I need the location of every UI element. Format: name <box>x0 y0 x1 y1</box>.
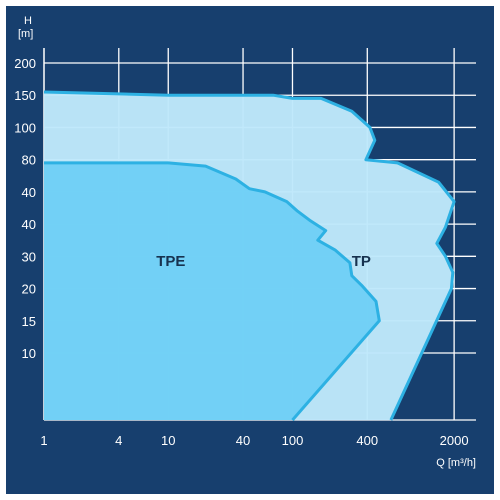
y-axis-title-unit: [m] <box>18 28 33 40</box>
y-tick-label: 40 <box>22 217 36 232</box>
x-tick-label: 40 <box>236 433 250 448</box>
chart-panel: TP TPE 1 4 10 40 100 400 2000 200 150 100 80 40 40 30… <box>6 6 494 494</box>
y-tick-label: 80 <box>22 153 36 168</box>
x-axis-title-text: Q [m³/h] <box>436 457 476 469</box>
x-tick-label: 100 <box>282 433 304 448</box>
y-tick-label: 200 <box>14 56 36 71</box>
y-tick-labels: 200 150 100 80 40 40 30 20 15 10 <box>14 56 36 361</box>
x-tick-label: 400 <box>356 433 378 448</box>
y-tick-label: 30 <box>22 249 36 264</box>
y-tick-label: 150 <box>14 88 36 103</box>
series-label-tpe: TPE <box>156 253 185 270</box>
series-labels: TP TPE <box>156 253 371 270</box>
y-axis-title-symbol: H <box>24 15 32 27</box>
y-tick-label: 100 <box>14 120 36 135</box>
x-axis-title: Q [m³/h] <box>436 457 476 469</box>
y-tick-label: 10 <box>22 346 36 361</box>
y-tick-label: 15 <box>22 314 36 329</box>
series-outline-tp <box>43 90 456 421</box>
x-tick-label: 1 <box>40 433 47 448</box>
x-tick-label: 4 <box>115 433 122 448</box>
chart-svg: TP TPE 1 4 10 40 100 400 2000 200 150 100 80 40 40 30… <box>14 15 476 469</box>
series-outline-tpe <box>44 161 381 421</box>
series-areas <box>43 90 456 421</box>
y-tick-label: 40 <box>22 185 36 200</box>
series-label-tp: TP <box>352 253 371 270</box>
x-tick-label: 2000 <box>440 433 469 448</box>
y-tick-label: 20 <box>22 282 36 297</box>
y-axis-title-text: H [m] <box>18 15 33 40</box>
series-area-tpe <box>44 162 380 420</box>
x-tick-label: 10 <box>161 433 175 448</box>
x-tick-labels: 1 4 10 40 100 400 2000 <box>40 433 468 448</box>
y-axis-title: H [m] <box>18 15 33 40</box>
